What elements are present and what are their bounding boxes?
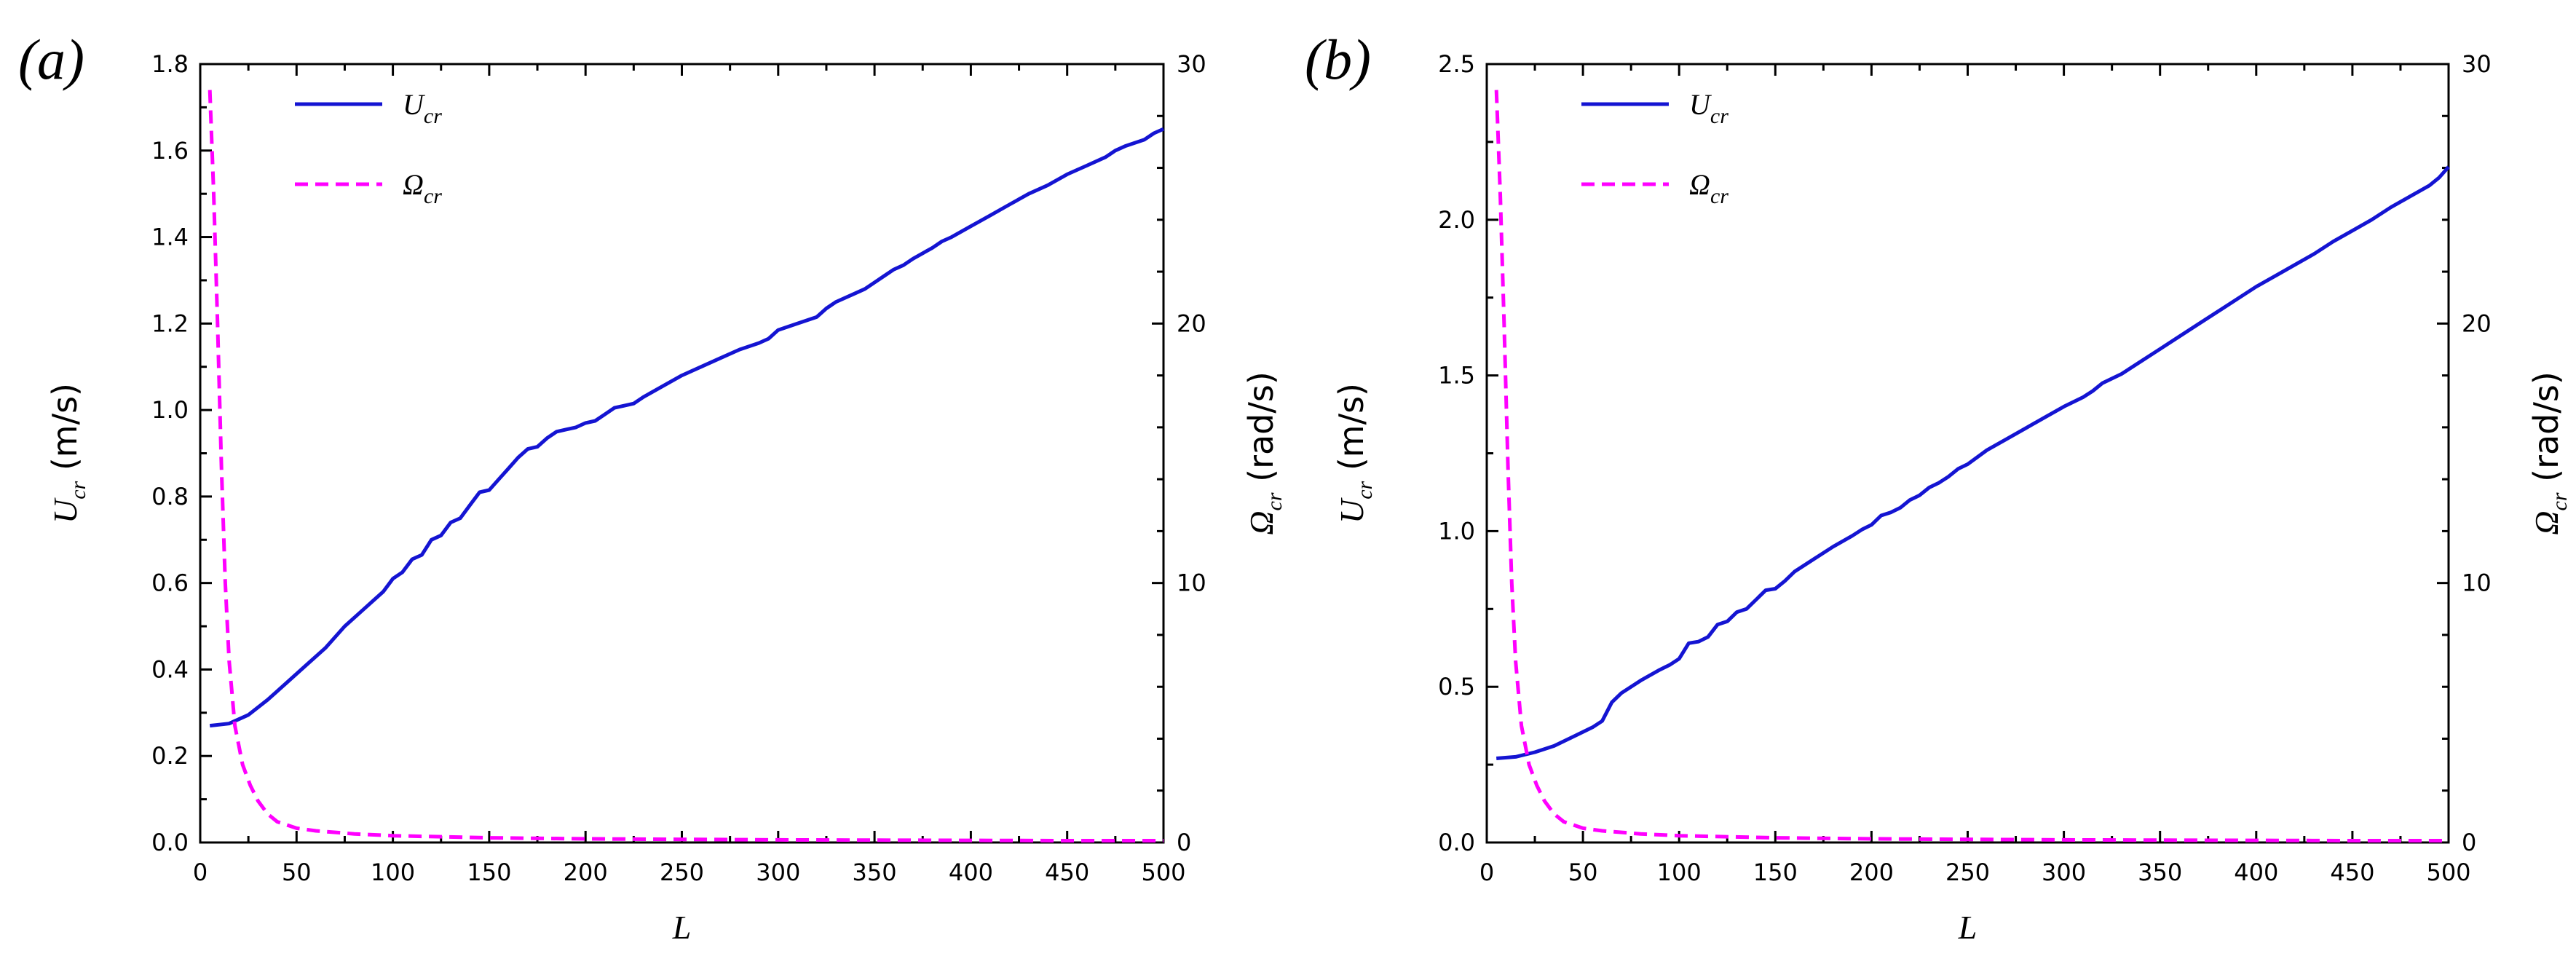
panel-a-series-omega-cr-line <box>208 90 1163 842</box>
panel-a-x-tick-label: 150 <box>467 859 511 886</box>
panel-b: 0 50 100 150 200 250 300 350 400 450 5000.00.51.01… <box>1305 28 2572 946</box>
panel-b-y-left-axis-title: Ucr (m/s) <box>1332 383 1377 524</box>
panel-a-series-u-cr-line <box>209 127 1165 728</box>
panel-a-x-tick-label: 50 <box>282 859 312 886</box>
panel-a-y-right-tick-label: 0 <box>1177 829 1191 856</box>
panel-b-x-tick-label: 500 <box>2426 859 2470 886</box>
panel-b-y-left-tick-label: 1.5 <box>1438 362 1475 390</box>
panel-b-x-tick-label: 350 <box>2138 859 2182 886</box>
panel-b-x-tick-label: 200 <box>1849 859 1894 886</box>
panel-a-x-tick-label: 450 <box>1045 859 1089 886</box>
panel-a-x-tick-label: 250 <box>660 859 704 886</box>
panel-a-legend-label-u-cr: Ucr <box>403 88 442 128</box>
panel-b-y-right-tick-label: 30 <box>2462 50 2492 78</box>
panel-a-y-left-tick-label: 1.0 <box>151 396 189 424</box>
panel-a-y-left-axis-title: Ucr (m/s) <box>45 383 90 524</box>
panel-a-x-tick-label: 400 <box>949 859 993 886</box>
panel-a-x-tick-label: 200 <box>564 859 608 886</box>
panel-a-y-right-tick-label: 30 <box>1177 50 1206 78</box>
panel-a-label: (a) <box>18 28 84 91</box>
panel-a-y-left-tick-label: 0.4 <box>151 655 189 683</box>
panel-a-legend-label-omega-cr: Ωcr <box>403 168 442 208</box>
panel-b-y-left-tick-label: 2.0 <box>1438 206 1475 234</box>
panel-a: 0 50 100 150 200 250 300 350 400 450 5000.00.20.40… <box>18 28 1287 946</box>
panel-a-y-left-tick-label: 0.2 <box>151 742 189 770</box>
panel-b-x-tick-label: 100 <box>1657 859 1702 886</box>
panel-a-y-left-tick-label: 1.6 <box>151 137 189 165</box>
panel-a-x-tick-label: 300 <box>756 859 800 886</box>
panel-b-series-u-cr-line <box>1496 165 2450 760</box>
panel-b-x-tick-label: 300 <box>2042 859 2086 886</box>
panel-b-y-left-tick-label: 0.0 <box>1438 829 1475 856</box>
panel-b-x-tick-label: 150 <box>1753 859 1798 886</box>
panel-b-y-right-tick-label: 10 <box>2462 569 2492 597</box>
panel-b-y-right-tick-label: 20 <box>2462 309 2492 337</box>
panel-b-x-tick-label: 50 <box>1568 859 1598 886</box>
panel-a-y-left-tick-label: 1.4 <box>151 224 189 251</box>
panel-b-y-right-tick-label: 0 <box>2462 829 2476 856</box>
panel-b-x-axis-title: L <box>1958 909 1978 946</box>
panel-b-label: (b) <box>1305 28 1371 91</box>
panel-a-y-left-tick-label: 0.0 <box>151 829 189 856</box>
panel-a-y-right-axis-title: Ωcr (rad/s) <box>1241 371 1287 535</box>
panel-a-y-left-tick-label: 1.8 <box>151 50 189 78</box>
panel-b-series-omega-cr-line <box>1494 90 2449 842</box>
panel-b-x-tick-label: 250 <box>1945 859 1990 886</box>
panel-a-y-right-tick-label: 10 <box>1177 569 1206 597</box>
panel-b-legend-label-omega-cr: Ωcr <box>1689 168 1728 208</box>
panel-a-y-left-tick-label: 0.6 <box>151 569 189 597</box>
panel-b-y-right-axis-title: Ωcr (rad/s) <box>2526 371 2572 535</box>
panel-b-legend-label-u-cr: Ucr <box>1689 88 1728 128</box>
panel-a-x-tick-label: 500 <box>1141 859 1185 886</box>
panel-b-y-left-tick-label: 1.0 <box>1438 517 1475 545</box>
panel-b-y-left-tick-label: 0.5 <box>1438 673 1475 700</box>
panel-a-x-tick-label: 0 <box>193 859 208 886</box>
panel-b-x-tick-label: 0 <box>1479 859 1494 886</box>
panel-a-y-left-tick-label: 0.8 <box>151 483 189 510</box>
panel-a-x-tick-label: 350 <box>853 859 897 886</box>
panel-a-x-axis-title: L <box>672 909 692 946</box>
panel-b-x-tick-label: 450 <box>2330 859 2374 886</box>
panel-a-y-left-tick-label: 1.2 <box>151 309 189 337</box>
panel-b-x-tick-label: 400 <box>2234 859 2278 886</box>
panel-a-x-tick-label: 100 <box>371 859 415 886</box>
panel-a-y-right-tick-label: 20 <box>1177 309 1206 337</box>
panel-b-y-left-tick-label: 2.5 <box>1438 50 1475 78</box>
